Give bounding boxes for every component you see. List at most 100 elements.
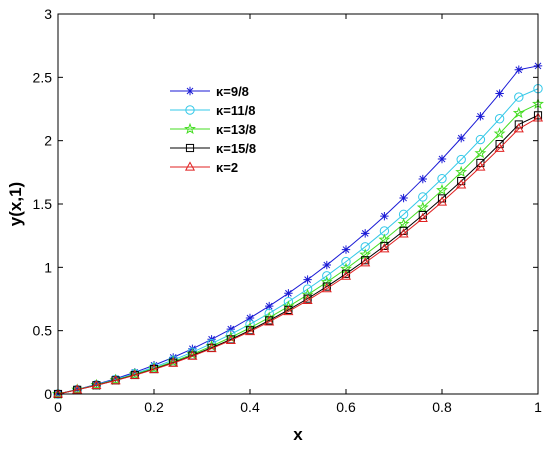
data-point xyxy=(437,173,447,184)
data-point xyxy=(513,123,524,133)
data-point xyxy=(360,257,371,267)
y-tick-label: 0.5 xyxy=(33,323,53,339)
data-point xyxy=(284,289,293,298)
data-point xyxy=(340,270,352,280)
data-point xyxy=(437,154,447,164)
data-point xyxy=(418,192,428,202)
data-point xyxy=(206,342,217,353)
data-point xyxy=(226,329,236,340)
data-point xyxy=(493,127,506,139)
y-tick-label: 0 xyxy=(44,386,52,402)
data-point xyxy=(341,245,351,254)
data-point xyxy=(265,301,274,311)
data-point xyxy=(245,313,255,323)
data-point xyxy=(416,201,429,213)
data-point xyxy=(148,363,160,374)
legend-marker xyxy=(184,161,196,171)
data-point xyxy=(91,379,102,390)
data-point xyxy=(399,193,408,203)
legend-marker xyxy=(184,122,196,135)
data-point xyxy=(129,369,140,379)
x-tick-label: 0 xyxy=(54,399,62,415)
plot-layer xyxy=(52,61,544,400)
data-point xyxy=(283,305,294,316)
data-point xyxy=(302,284,313,294)
data-point xyxy=(380,211,389,221)
data-point xyxy=(341,256,351,267)
data-point xyxy=(417,212,428,222)
data-point xyxy=(398,228,409,238)
legend-item: κ=13/8 xyxy=(170,122,256,137)
data-point xyxy=(455,165,468,178)
data-point xyxy=(378,233,391,245)
data-point xyxy=(264,316,275,326)
data-point xyxy=(226,324,235,334)
x-tick-label: 0.8 xyxy=(432,399,452,415)
data-point xyxy=(244,325,256,336)
legend-label: κ=2 xyxy=(216,160,238,175)
data-point xyxy=(494,114,505,124)
data-point xyxy=(263,311,276,323)
y-tick-label: 2 xyxy=(44,133,52,149)
data-point xyxy=(72,384,83,394)
y-tick-label: 2.5 xyxy=(33,69,53,85)
data-point xyxy=(457,133,466,143)
data-point xyxy=(436,196,448,206)
data-point xyxy=(495,89,504,98)
data-point xyxy=(475,161,486,171)
data-point xyxy=(282,300,295,312)
x-tick-label: 0.4 xyxy=(240,399,260,415)
data-point xyxy=(110,374,121,385)
data-point xyxy=(514,120,523,129)
data-point xyxy=(303,275,312,284)
legend-item: κ=11/8 xyxy=(170,103,255,118)
data-point xyxy=(512,106,525,119)
data-point xyxy=(322,271,332,281)
x-axis-label: x xyxy=(293,425,303,444)
y-axis-label: y(x,1) xyxy=(6,182,25,226)
legend-label: κ=9/8 xyxy=(216,84,249,99)
data-point xyxy=(514,92,524,102)
data-point xyxy=(52,388,64,398)
data-point xyxy=(302,294,313,305)
data-point xyxy=(187,350,198,360)
data-point xyxy=(321,282,332,293)
data-point xyxy=(418,174,427,184)
y-tick-label: 1 xyxy=(44,259,52,275)
series-5 xyxy=(52,112,544,398)
data-point xyxy=(225,334,236,344)
legend-label: κ=13/8 xyxy=(216,122,256,137)
legend-marker xyxy=(185,105,195,115)
data-point xyxy=(476,112,485,121)
legend-label: κ=11/8 xyxy=(216,103,255,118)
data-point xyxy=(474,146,487,159)
legend-item: κ=2 xyxy=(170,160,238,175)
data-point xyxy=(301,288,314,300)
data-point xyxy=(475,134,486,145)
legend-item: κ=9/8 xyxy=(170,84,249,99)
legend-marker xyxy=(185,143,195,153)
data-point xyxy=(456,154,466,165)
legend-item: κ=15/8 xyxy=(170,141,256,156)
data-point xyxy=(514,65,523,74)
legend-marker xyxy=(185,86,195,96)
data-point xyxy=(322,260,331,270)
data-point xyxy=(111,374,120,383)
x-tick-label: 1 xyxy=(534,399,542,415)
data-point xyxy=(494,142,505,152)
data-point xyxy=(436,183,448,196)
legend: κ=9/8 κ=11/8 κ=13/8 κ=15/8 κ=2 xyxy=(170,84,256,175)
data-point xyxy=(397,217,410,230)
data-point xyxy=(130,368,139,377)
data-point xyxy=(361,229,370,238)
legend-label: κ=15/8 xyxy=(216,141,256,156)
ticks-layer: 0 0.2 0.4 0.6 0.8 1 0 0.5 1 1.5 2 2.5 3 xyxy=(33,6,543,415)
data-point xyxy=(168,357,179,367)
data-point xyxy=(379,243,390,253)
x-tick-label: 0.2 xyxy=(144,399,164,415)
x-tick-label: 0.6 xyxy=(336,399,356,415)
y-tick-label: 1.5 xyxy=(33,196,53,212)
y-tick-label: 3 xyxy=(44,6,52,22)
